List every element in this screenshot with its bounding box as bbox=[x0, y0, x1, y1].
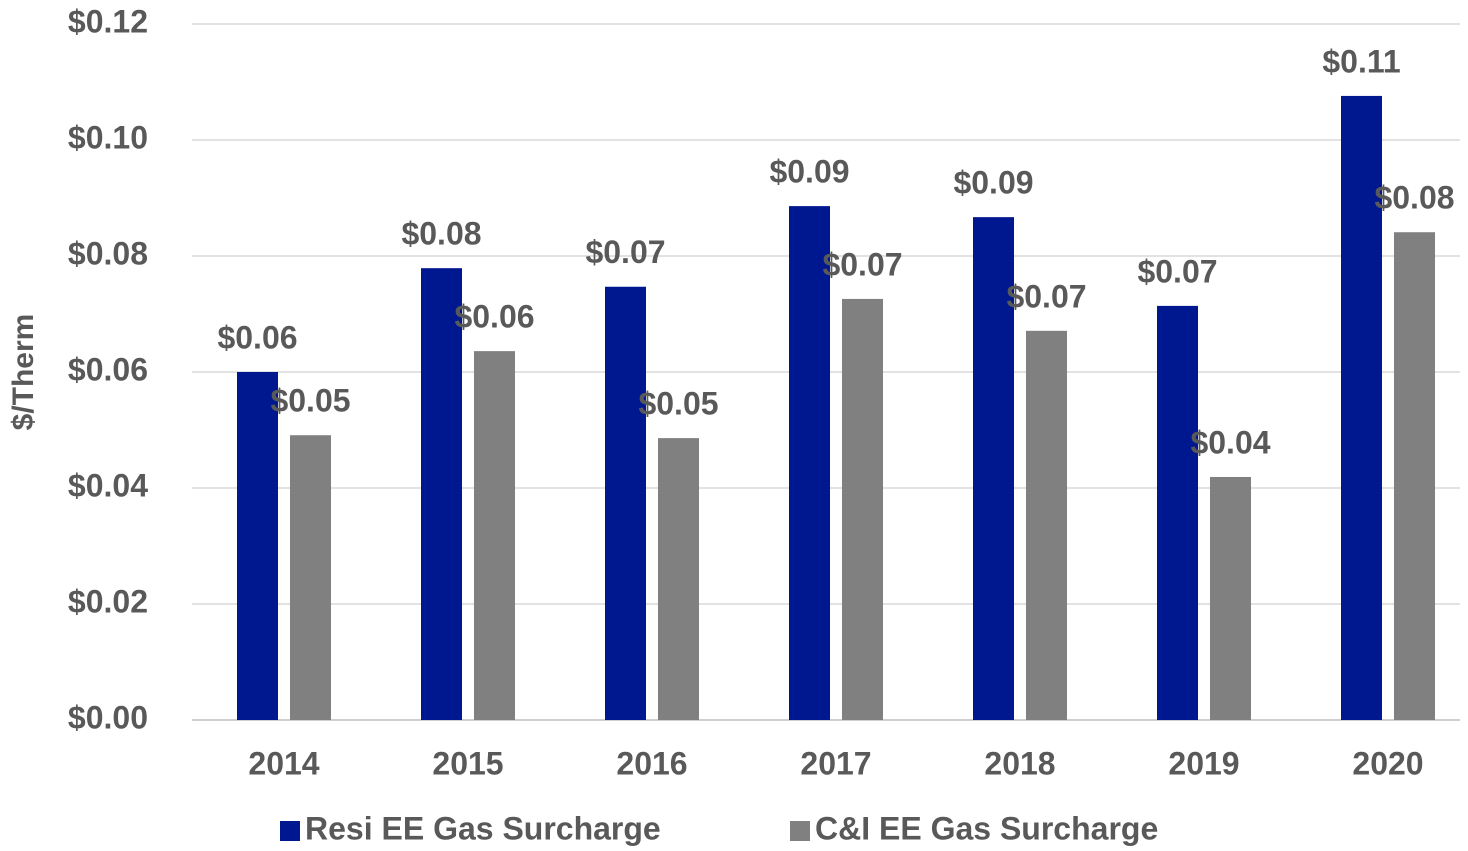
bar bbox=[1157, 305, 1198, 720]
value-label: $0.07 bbox=[1006, 278, 1086, 314]
y-tick-label: $0.02 bbox=[68, 583, 148, 619]
legend-swatch bbox=[280, 821, 300, 841]
y-tick-label: $0.12 bbox=[68, 3, 148, 39]
bar bbox=[789, 206, 830, 720]
value-label: $0.09 bbox=[953, 165, 1033, 201]
x-tick-label: 2020 bbox=[1352, 745, 1423, 781]
value-label: $0.06 bbox=[454, 299, 534, 335]
bar bbox=[973, 217, 1014, 720]
bar bbox=[237, 372, 278, 720]
legend-swatch bbox=[790, 821, 810, 841]
y-tick-label: $0.06 bbox=[68, 351, 148, 387]
value-label: $0.08 bbox=[1374, 180, 1454, 216]
bar bbox=[658, 438, 699, 720]
value-label: $0.07 bbox=[822, 246, 902, 282]
x-tick-label: 2015 bbox=[432, 745, 503, 781]
bar bbox=[474, 351, 515, 720]
x-tick-label: 2017 bbox=[800, 745, 871, 781]
value-label: $0.09 bbox=[769, 154, 849, 190]
value-label: $0.07 bbox=[1137, 253, 1217, 289]
x-tick-label: 2014 bbox=[248, 745, 319, 781]
bar bbox=[1026, 330, 1067, 720]
bar bbox=[1341, 95, 1382, 721]
y-tick-label: $0.00 bbox=[68, 699, 148, 735]
value-label: $0.06 bbox=[217, 319, 297, 355]
bar bbox=[421, 268, 462, 720]
y-tick-label: $0.08 bbox=[68, 235, 148, 271]
bar bbox=[842, 298, 883, 720]
y-tick-label: $0.04 bbox=[68, 467, 148, 503]
value-label: $0.11 bbox=[1322, 43, 1400, 79]
bar bbox=[1210, 476, 1251, 720]
x-tick-label: 2018 bbox=[984, 745, 1055, 781]
bar bbox=[605, 286, 646, 720]
x-tick-label: 2016 bbox=[616, 745, 687, 781]
x-tick-label: 2019 bbox=[1168, 745, 1239, 781]
value-label: $0.05 bbox=[638, 386, 718, 422]
value-label: $0.04 bbox=[1190, 424, 1270, 460]
value-label: $0.08 bbox=[401, 216, 481, 252]
y-tick-label: $0.10 bbox=[68, 119, 148, 155]
value-label: $0.07 bbox=[585, 234, 665, 270]
y-axis-title: $/Therm bbox=[7, 314, 40, 431]
bar bbox=[290, 435, 331, 720]
legend-label: C&I EE Gas Surcharge bbox=[815, 810, 1158, 846]
bar bbox=[1394, 232, 1435, 720]
value-label: $0.05 bbox=[270, 383, 350, 419]
legend-label: Resi EE Gas Surcharge bbox=[305, 810, 661, 846]
